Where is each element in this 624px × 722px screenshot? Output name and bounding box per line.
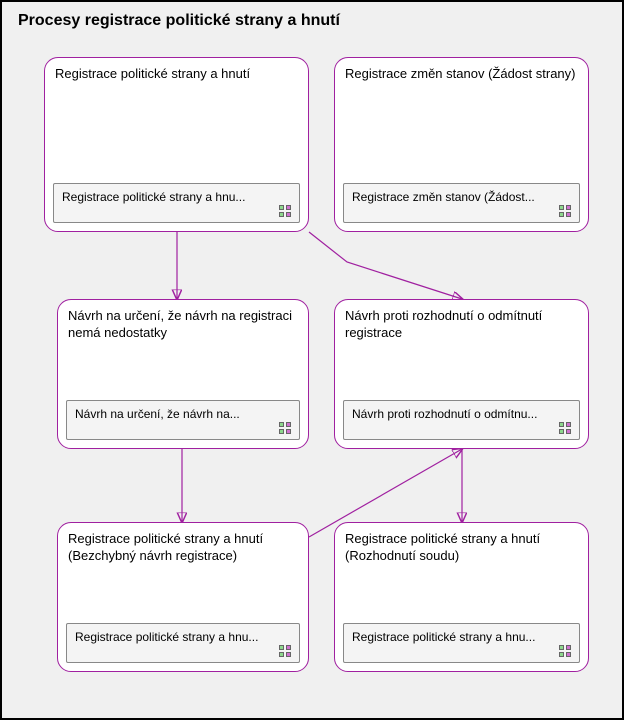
node-title: Registrace politické strany a hnutí (Bez… <box>68 531 298 565</box>
process-node-n6[interactable]: Registrace politické strany a hnutí (Roz… <box>334 522 589 672</box>
node-title: Návrh na určení, že návrh na registraci … <box>68 308 298 342</box>
process-node-n2[interactable]: Registrace změn stanov (Žádost strany) Re… <box>334 57 589 232</box>
node-inner-box[interactable]: Návrh proti rozhodnutí o odmítnu... <box>343 400 580 440</box>
node-inner-box[interactable]: Návrh na určení, že návrh na... <box>66 400 300 440</box>
module-icon <box>559 422 575 436</box>
node-title: Registrace politické strany a hnutí <box>55 66 298 83</box>
node-inner-label: Návrh na určení, že návrh na... <box>75 407 240 421</box>
process-node-n1[interactable]: Registrace politické strany a hnutí Regis… <box>44 57 309 232</box>
node-title: Návrh proti rozhodnutí o odmítnutí regis… <box>345 308 578 342</box>
process-node-n4[interactable]: Návrh proti rozhodnutí o odmítnutí regis… <box>334 299 589 449</box>
process-node-n5[interactable]: Registrace politické strany a hnutí (Bez… <box>57 522 309 672</box>
node-title: Registrace změn stanov (Žádost strany) <box>345 66 578 83</box>
node-inner-box[interactable]: Registrace politické strany a hnu... <box>66 623 300 663</box>
node-inner-box[interactable]: Registrace politické strany a hnu... <box>53 183 300 223</box>
diagram-canvas: Procesy registrace politické strany a hn… <box>0 0 624 720</box>
node-inner-label: Registrace politické strany a hnu... <box>62 190 245 204</box>
node-title: Registrace politické strany a hnutí (Roz… <box>345 531 578 565</box>
node-inner-label: Registrace politické strany a hnu... <box>352 630 535 644</box>
module-icon <box>559 645 575 659</box>
node-inner-label: Registrace změn stanov (Žádost... <box>352 190 535 204</box>
process-node-n3[interactable]: Návrh na určení, že návrh na registraci … <box>57 299 309 449</box>
module-icon <box>279 205 295 219</box>
edge-n1-n4 <box>309 232 462 299</box>
node-inner-label: Návrh proti rozhodnutí o odmítnu... <box>352 407 537 421</box>
node-inner-box[interactable]: Registrace politické strany a hnu... <box>343 623 580 663</box>
module-icon <box>559 205 575 219</box>
node-inner-box[interactable]: Registrace změn stanov (Žádost... <box>343 183 580 223</box>
diagram-title: Procesy registrace politické strany a hn… <box>18 12 340 30</box>
module-icon <box>279 422 295 436</box>
module-icon <box>279 645 295 659</box>
node-inner-label: Registrace politické strany a hnu... <box>75 630 258 644</box>
